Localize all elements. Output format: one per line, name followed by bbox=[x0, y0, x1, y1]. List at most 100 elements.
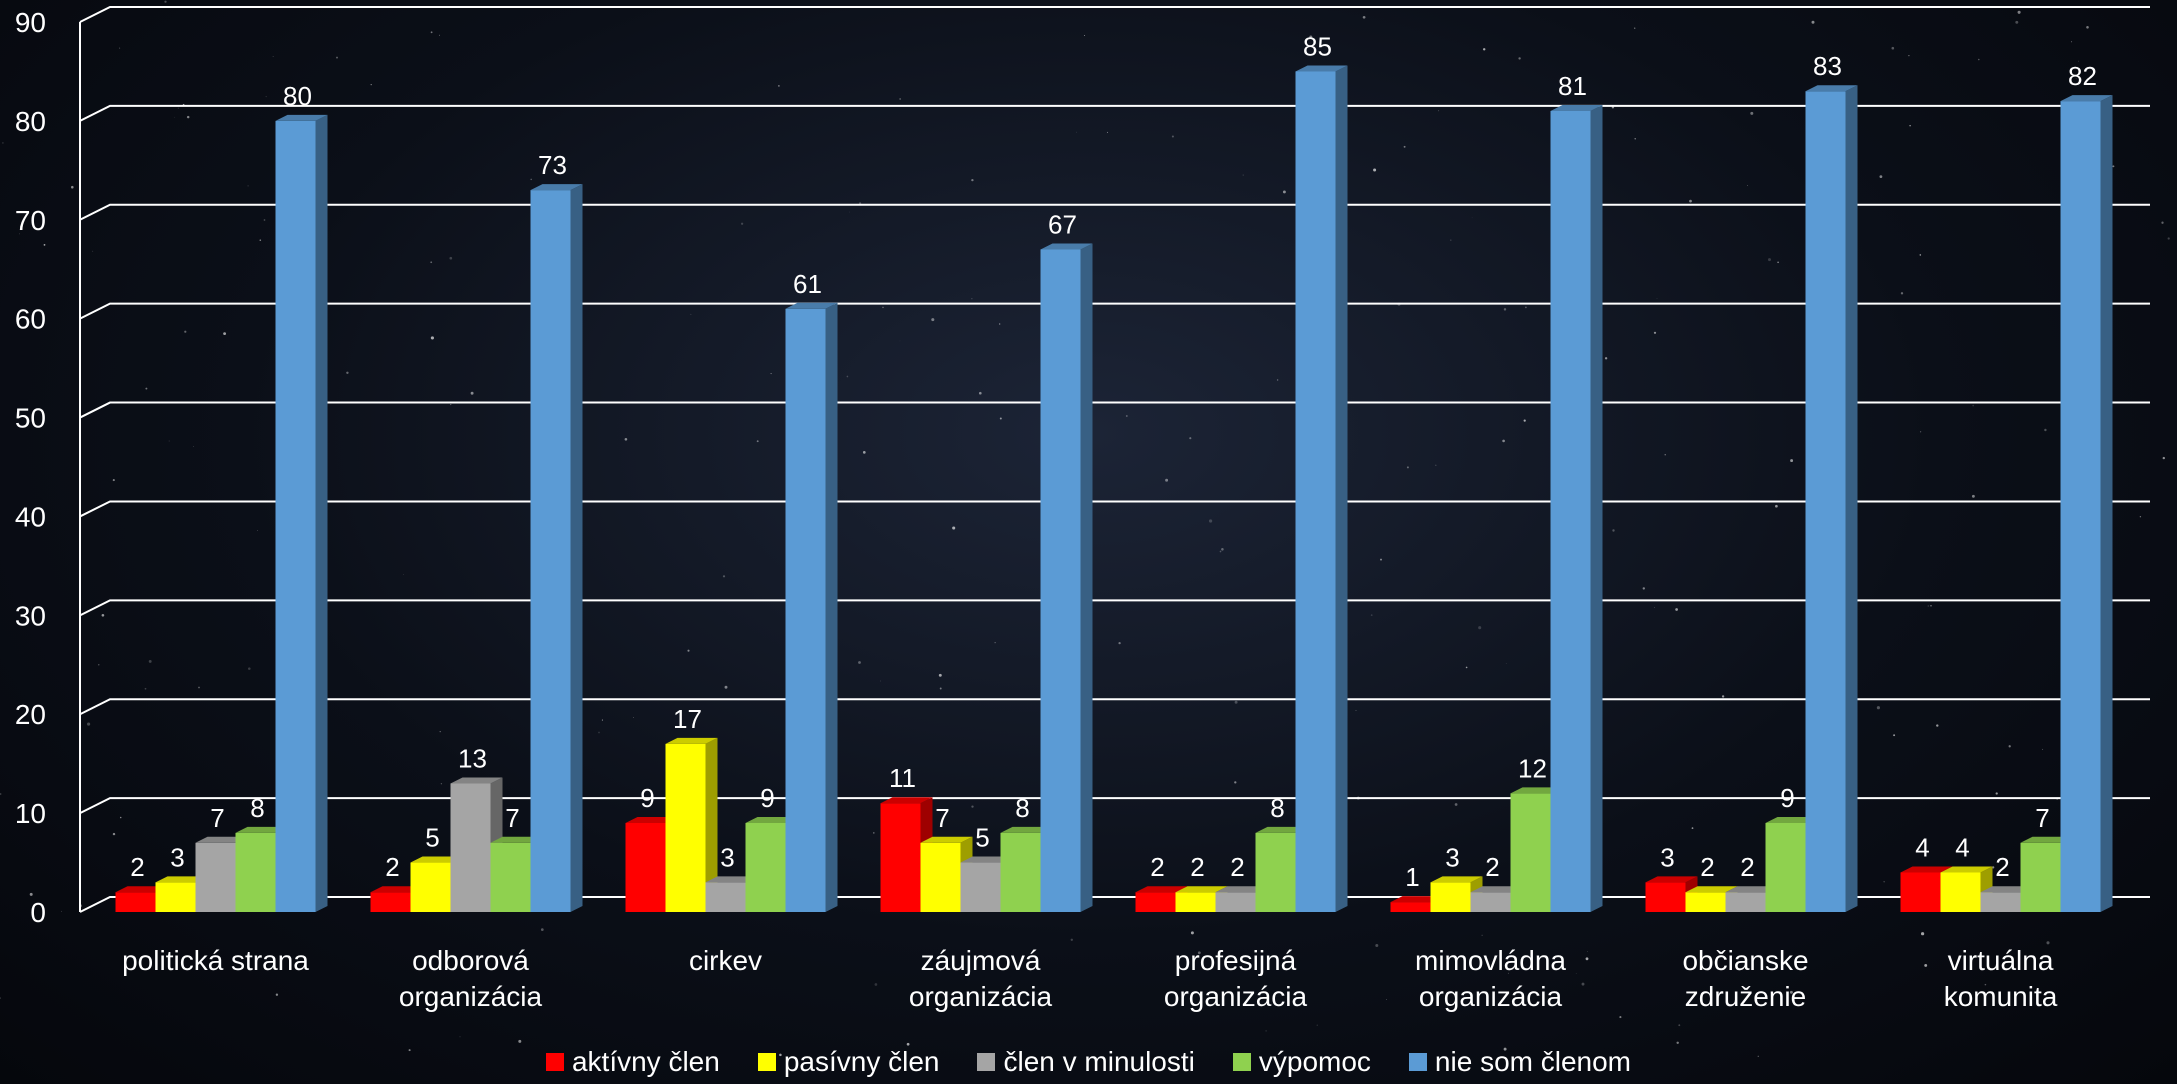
bar bbox=[1550, 105, 1603, 912]
bar bbox=[785, 302, 838, 912]
bar-front bbox=[530, 190, 571, 913]
legend-item: pasívny člen bbox=[757, 1046, 940, 1078]
data-label: 7 bbox=[935, 803, 949, 833]
bar-front bbox=[1510, 793, 1551, 912]
bar-top bbox=[275, 114, 328, 121]
bar bbox=[1040, 243, 1093, 912]
legend-item: člen v minulosti bbox=[977, 1046, 1195, 1078]
data-label: 2 bbox=[130, 852, 144, 882]
bar-side bbox=[825, 302, 838, 912]
bar-top bbox=[2020, 836, 2073, 843]
y-tick-label: 10 bbox=[15, 798, 46, 829]
bar-top bbox=[880, 797, 933, 804]
bar bbox=[275, 114, 328, 912]
bar-front bbox=[235, 832, 276, 912]
legend-label: pasívny člen bbox=[783, 1046, 940, 1077]
data-label: 3 bbox=[1445, 842, 1459, 872]
bar-front bbox=[785, 308, 826, 912]
bar-front bbox=[155, 882, 196, 912]
bar-top bbox=[1645, 876, 1698, 883]
bar-top bbox=[1390, 896, 1443, 903]
gridline bbox=[79, 302, 2150, 320]
data-label: 2 bbox=[1700, 852, 1714, 882]
bar-top bbox=[1900, 866, 1953, 873]
bar-top bbox=[1175, 886, 1228, 893]
data-label: 12 bbox=[1518, 753, 1547, 783]
data-label: 61 bbox=[793, 269, 822, 299]
y-tick-label: 70 bbox=[15, 205, 46, 236]
y-tick-label: 90 bbox=[15, 7, 46, 38]
data-label: 17 bbox=[673, 704, 702, 734]
bar-top bbox=[960, 856, 1013, 863]
bar-front bbox=[920, 842, 961, 912]
data-label: 1 bbox=[1405, 862, 1419, 892]
data-label: 9 bbox=[640, 783, 654, 813]
data-label: 8 bbox=[1270, 793, 1284, 823]
bar-top bbox=[625, 817, 678, 823]
bar-top bbox=[235, 826, 288, 833]
bar-top bbox=[115, 886, 168, 893]
y-tick-label: 30 bbox=[15, 600, 46, 631]
data-label: 2 bbox=[1485, 852, 1499, 882]
data-label: 73 bbox=[538, 150, 567, 180]
data-label: 7 bbox=[2035, 803, 2049, 833]
bar-front bbox=[1255, 832, 1296, 912]
bar-top bbox=[370, 886, 423, 893]
bar-front bbox=[1135, 892, 1176, 912]
data-label: 4 bbox=[1955, 832, 1969, 862]
bar-front bbox=[1645, 882, 1686, 912]
bar-front bbox=[745, 823, 786, 912]
data-label: 7 bbox=[210, 803, 224, 833]
x-category-label: cirkev bbox=[689, 945, 762, 976]
data-label: 82 bbox=[2068, 61, 2097, 91]
data-label: 80 bbox=[283, 81, 312, 111]
x-category-label: profesijná organizácia bbox=[1164, 945, 1308, 1012]
gridline bbox=[79, 203, 2150, 221]
legend-label: nie som členom bbox=[1434, 1046, 1632, 1077]
bar-side bbox=[1080, 243, 1093, 912]
bar-front bbox=[705, 882, 746, 912]
legend-item: výpomoc bbox=[1232, 1046, 1371, 1078]
legend-item: nie som členom bbox=[1408, 1046, 1632, 1078]
data-label: 8 bbox=[1015, 793, 1029, 823]
y-tick-label: 80 bbox=[15, 106, 46, 137]
x-category-label: záujmová organizácia bbox=[909, 945, 1053, 1012]
bar bbox=[665, 737, 718, 912]
bar-top bbox=[530, 184, 583, 191]
data-label: 2 bbox=[1190, 852, 1204, 882]
data-label: 13 bbox=[458, 743, 487, 773]
bar-front bbox=[2020, 842, 2061, 912]
gridline bbox=[79, 104, 2150, 122]
data-label: 2 bbox=[1150, 852, 1164, 882]
bar-front bbox=[275, 120, 316, 912]
bar-front bbox=[960, 862, 1001, 912]
legend-item: aktívny člen bbox=[545, 1046, 720, 1078]
bar bbox=[2060, 95, 2113, 913]
bar-top bbox=[665, 737, 718, 744]
bar-top bbox=[1000, 826, 1053, 833]
gridline bbox=[79, 500, 2150, 518]
bar-front bbox=[625, 823, 666, 912]
x-category-label: odborová organizácia bbox=[399, 945, 543, 1012]
bar-top bbox=[2060, 95, 2113, 102]
bar-top bbox=[450, 777, 503, 784]
data-label: 7 bbox=[505, 803, 519, 833]
data-label: 2 bbox=[385, 852, 399, 882]
bar bbox=[1295, 65, 1348, 912]
y-tick-label: 0 bbox=[30, 897, 46, 928]
y-tick-label: 40 bbox=[15, 501, 46, 532]
x-category-label: mimovládna organizácia bbox=[1415, 945, 1566, 1012]
legend-swatch bbox=[545, 1053, 564, 1071]
bar-front bbox=[880, 803, 921, 912]
data-label: 85 bbox=[1303, 31, 1332, 61]
bar-front bbox=[1470, 892, 1511, 912]
y-axis-tick-labels: 0 10 20 30 40 50 60 70 80 90 bbox=[15, 7, 46, 928]
data-label: 81 bbox=[1558, 71, 1587, 101]
bar-top bbox=[1765, 817, 1818, 823]
data-label: 8 bbox=[250, 793, 264, 823]
bar bbox=[410, 856, 463, 912]
x-category-label: občianske združenie bbox=[1682, 945, 1808, 1012]
bar-front bbox=[1430, 882, 1471, 912]
bar-front bbox=[1725, 892, 1766, 912]
x-axis-category-labels: politická strana odborová organizácia cirke… bbox=[122, 945, 2058, 1012]
